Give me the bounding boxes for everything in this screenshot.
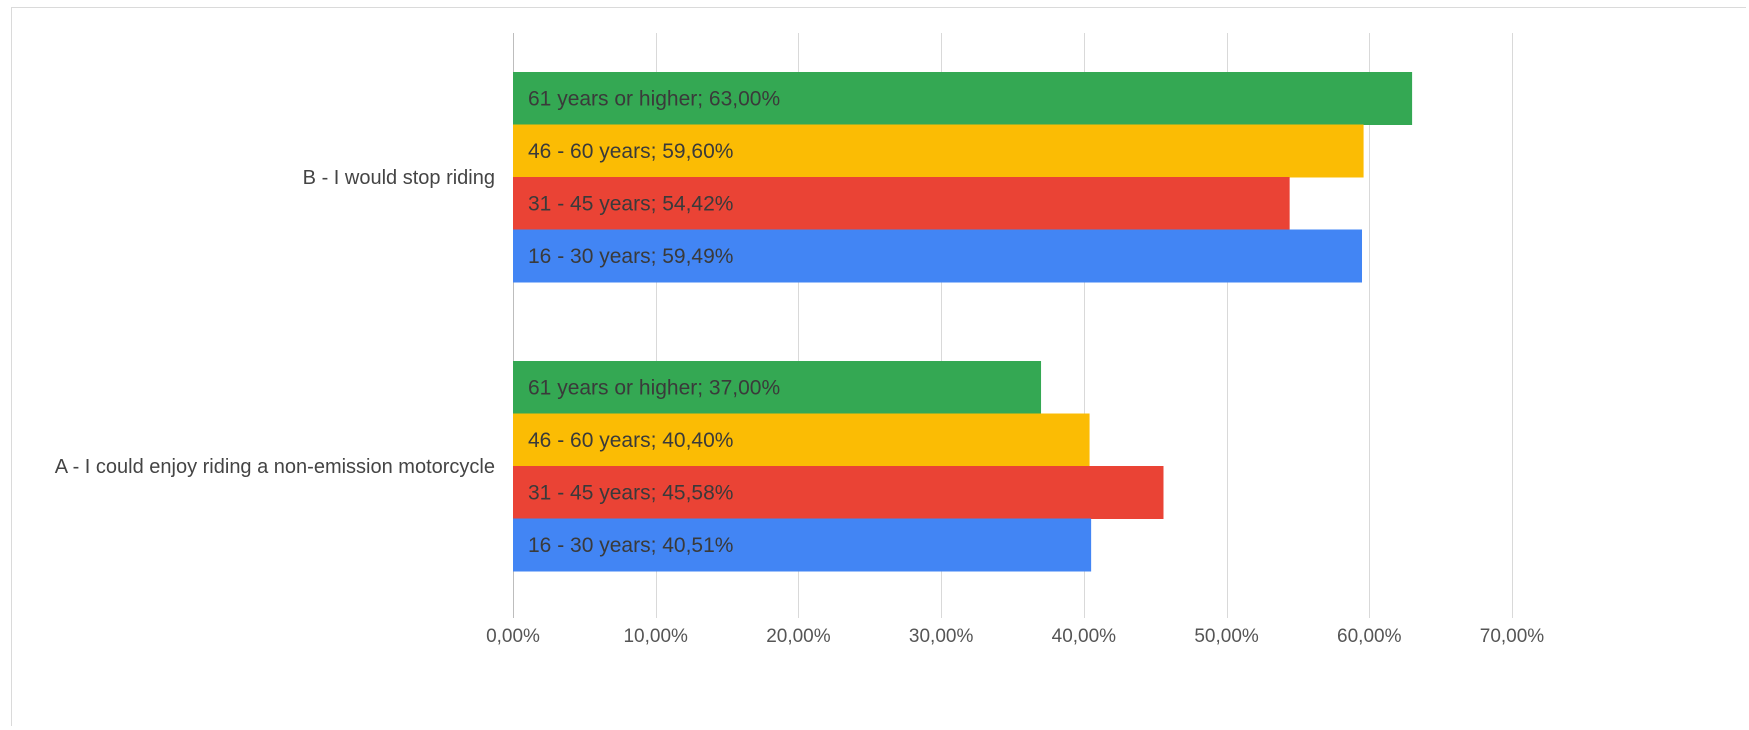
- bar-b-series-1: [513, 124, 1364, 178]
- category-label: A - I could enjoy riding a non-emission …: [55, 456, 495, 478]
- bar-a-series-1: [513, 413, 1090, 467]
- category-labels: B - I would stop riding A - I could enjoy…: [55, 167, 495, 478]
- category-label: B - I would stop riding: [303, 167, 495, 189]
- x-tick-label: 30,00%: [909, 626, 974, 647]
- x-tick-label: 70,00%: [1480, 626, 1545, 647]
- bar-b-series-3: [513, 229, 1363, 283]
- bar-data-label: 46 - 60 years; 59,60%: [528, 140, 733, 163]
- bar-data-label: 31 - 45 years; 54,42%: [528, 192, 733, 215]
- bar-data-label: 16 - 30 years; 59,49%: [528, 245, 733, 268]
- bar-a-series-0: [513, 361, 1042, 414]
- x-tick-label: 40,00%: [1052, 626, 1117, 647]
- bar-data-label: 31 - 45 years; 45,58%: [528, 481, 733, 504]
- x-tick-label: 10,00%: [623, 626, 688, 647]
- x-tick-label: 60,00%: [1337, 626, 1402, 647]
- bar-b-series-0: [513, 72, 1413, 125]
- x-tick-label: 0,00%: [486, 626, 540, 647]
- bar-a-series-2: [513, 466, 1164, 519]
- bar-data-label: 46 - 60 years; 40,40%: [528, 429, 733, 452]
- x-tick-label: 20,00%: [766, 626, 831, 647]
- bar-data-label: 61 years or higher; 63,00%: [528, 87, 780, 110]
- bar-data-label: 16 - 30 years; 40,51%: [528, 534, 733, 557]
- x-axis-ticks: 0,00% 10,00% 20,00% 30,00% 40,00% 50,00% 60,00…: [486, 626, 1544, 647]
- bar-a-series-3: [513, 518, 1092, 572]
- chart-frame: 61 years or higher; 63,00% 46 - 60 years;…: [11, 7, 1746, 726]
- x-tick-label: 50,00%: [1194, 626, 1259, 647]
- bar-data-label: 61 years or higher; 37,00%: [528, 376, 780, 399]
- bar-b-series-2: [513, 177, 1290, 230]
- bars: 61 years or higher; 63,00% 46 - 60 years;…: [513, 72, 1413, 572]
- bar-chart: 61 years or higher; 63,00% 46 - 60 years;…: [55, 33, 1544, 647]
